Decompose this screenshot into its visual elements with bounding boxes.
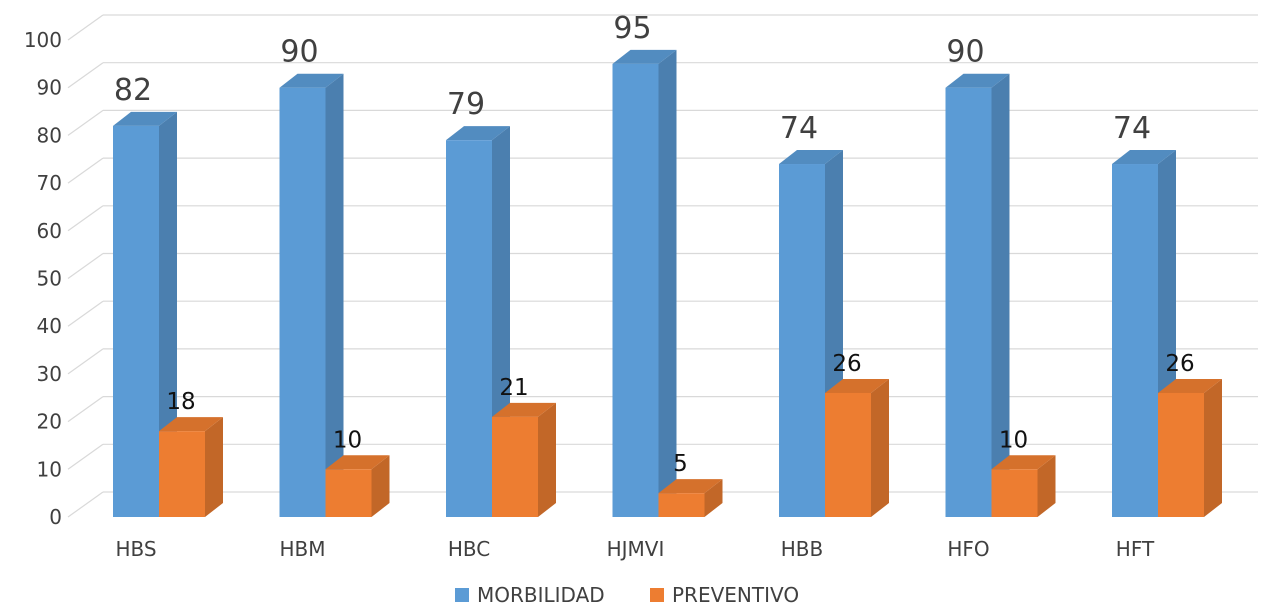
bar — [945, 87, 992, 517]
data-label: 95 — [613, 11, 651, 46]
bar-side — [704, 479, 723, 517]
bar-side — [1037, 455, 1056, 517]
gridline-depth — [67, 205, 104, 232]
bar-side — [205, 417, 223, 517]
bars — [113, 49, 1222, 518]
bar-top — [325, 455, 390, 470]
bar-side — [871, 378, 889, 517]
bar — [779, 164, 825, 517]
data-label: 26 — [832, 351, 861, 377]
y-tick-label: 40 — [37, 314, 62, 338]
y-tick-label: 90 — [37, 76, 62, 100]
bar-top — [991, 455, 1056, 470]
bar-side — [991, 73, 1010, 517]
bar — [159, 431, 205, 517]
legend-swatch — [650, 588, 664, 602]
bar-side — [371, 455, 390, 517]
data-label: 90 — [280, 35, 318, 70]
gridline-depth — [67, 62, 104, 89]
y-tick-label: 20 — [37, 410, 62, 434]
bar — [446, 140, 492, 518]
y-tick-label: 50 — [37, 267, 62, 291]
data-label: 79 — [447, 87, 485, 122]
bar — [612, 63, 659, 517]
bar — [113, 125, 159, 518]
y-tick-label: 10 — [37, 457, 62, 481]
gridline-depth — [67, 253, 104, 279]
data-label: 90 — [946, 35, 984, 70]
bar — [1158, 392, 1204, 517]
bar-top — [612, 49, 677, 64]
bar-top — [945, 73, 1010, 88]
bar-top — [1112, 150, 1176, 165]
bar-top — [113, 111, 177, 126]
bar — [492, 416, 538, 517]
data-label: 74 — [780, 111, 818, 146]
x-tick-label: HFO — [947, 537, 989, 561]
y-tick-label: 100 — [24, 28, 62, 52]
bar-top — [779, 150, 843, 165]
x-tick-label: HJMVI — [607, 537, 665, 561]
bar — [279, 87, 326, 517]
gridline-depth — [67, 14, 104, 41]
data-label: 21 — [499, 375, 528, 401]
x-tick-label: HBM — [279, 537, 325, 561]
gridline-depth — [67, 157, 104, 184]
legend-label: MORBILIDAD — [477, 583, 605, 607]
bar-top — [446, 126, 510, 141]
bar-top — [159, 417, 223, 432]
bar — [658, 493, 705, 517]
y-tick-label: 30 — [37, 362, 62, 386]
data-label: 5 — [673, 451, 688, 477]
bar-side — [1204, 378, 1222, 517]
x-axis: HBS HBM HBC HJMVI HBB HFO HFT — [115, 537, 1155, 561]
data-label: 26 — [1165, 351, 1194, 377]
x-tick-label: HBS — [115, 537, 156, 561]
gridline-depth — [67, 348, 104, 375]
bar — [991, 469, 1038, 517]
bar-side — [159, 111, 177, 518]
y-axis: 0 10 20 30 40 50 60 70 80 90 100 — [24, 28, 62, 529]
bar — [1112, 164, 1158, 517]
y-tick-label: 60 — [37, 219, 62, 243]
y-tick-label: 70 — [37, 171, 62, 195]
x-tick-label: HBB — [781, 537, 823, 561]
data-label: 10 — [333, 427, 362, 453]
x-tick-label: HFT — [1116, 537, 1155, 561]
gridline-depth — [67, 491, 104, 518]
gridline-depth — [67, 300, 104, 327]
bar — [825, 392, 871, 517]
y-tick-label: 0 — [49, 505, 62, 529]
bar-top — [279, 73, 344, 88]
data-label: 18 — [166, 389, 195, 415]
legend-label: PREVENTIVO — [672, 583, 799, 607]
data-label: 74 — [1113, 111, 1151, 146]
x-tick-label: HBC — [448, 537, 490, 561]
data-label: 82 — [114, 73, 152, 108]
bar-top — [492, 402, 556, 417]
bar-side — [325, 73, 344, 517]
bar-top — [1158, 378, 1222, 393]
data-label: 10 — [999, 427, 1028, 453]
data-labels: 82 18 90 10 79 21 95 5 74 26 90 10 74 26 — [114, 11, 1195, 477]
y-tick-label: 80 — [37, 123, 62, 147]
gridline-depth — [67, 109, 104, 136]
gridline-depth — [67, 396, 104, 423]
legend-swatch — [455, 588, 469, 602]
gridline-depth — [67, 443, 104, 470]
bar-top — [658, 479, 723, 494]
bar-top — [825, 378, 889, 393]
bar-side — [538, 402, 556, 517]
legend: MORBILIDAD PREVENTIVO — [455, 583, 799, 607]
bar — [325, 469, 372, 517]
bar-side — [658, 49, 677, 517]
